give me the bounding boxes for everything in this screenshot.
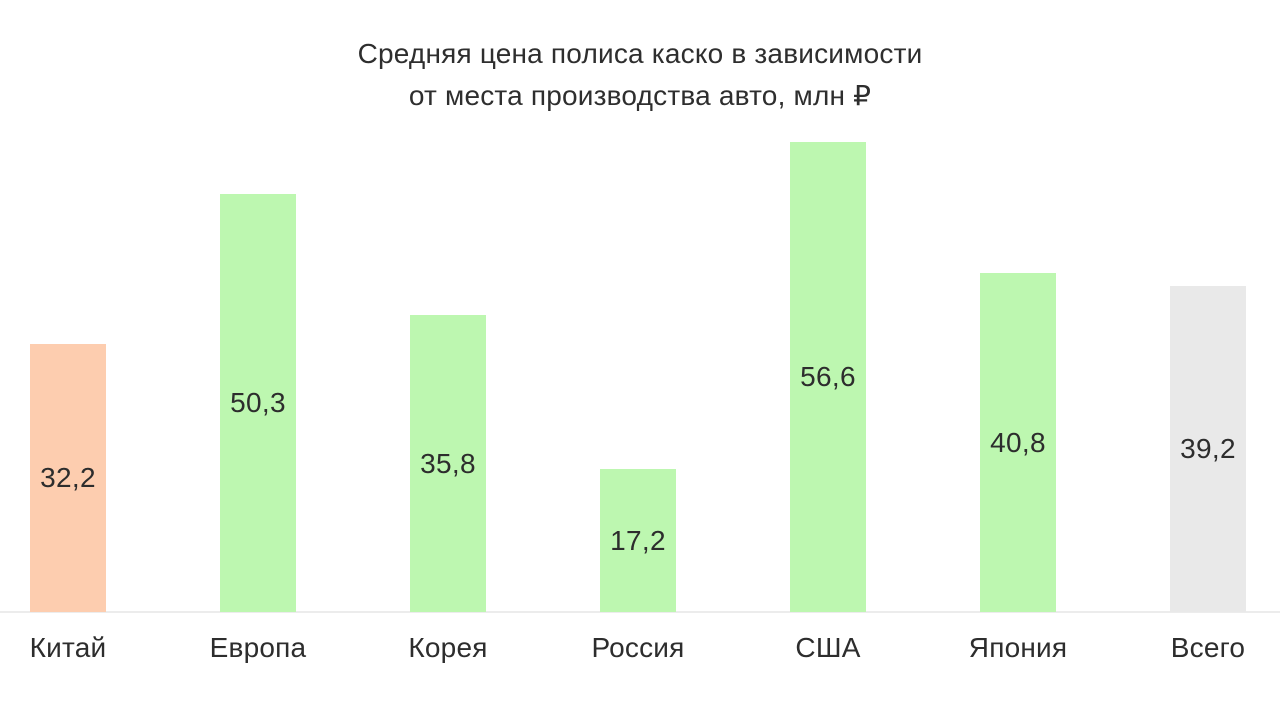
bar-europe: 50,3 [220, 194, 296, 612]
bar-value-label-total: 39,2 [1180, 433, 1236, 464]
x-axis-label-europe: Европа [209, 632, 307, 663]
chart-title-line-1: Средняя цена полиса каско в зависимости [357, 38, 923, 69]
bar-value-label-usa: 56,6 [800, 361, 856, 392]
bar-korea: 35,8 [410, 315, 486, 612]
x-axis-label-usa: США [795, 632, 861, 663]
bar-value-label-europe: 50,3 [230, 387, 286, 418]
chart-title-line-2: от места производства авто, млн ₽ [408, 80, 872, 111]
x-axis-label-china: Китай [29, 632, 107, 663]
bar-china: 32,2 [30, 344, 106, 612]
bar-usa: 56,6 [790, 142, 866, 612]
x-axis-label-russia: Россия [591, 632, 685, 663]
chart-title: Средняя цена полиса каско в зависимости … [0, 33, 1280, 117]
bar-value-label-korea: 35,8 [420, 447, 476, 479]
x-axis-label-total: Всего [1170, 632, 1246, 663]
bar-value-label-japan: 40,8 [990, 426, 1046, 458]
bar-value-label-china: 32,2 [40, 462, 96, 493]
x-axis-label-korea: Корея [408, 632, 488, 663]
bar-value-label-russia: 17,2 [610, 524, 666, 556]
bar-total: 39,2 [1170, 286, 1246, 612]
x-axis-label-japan: Япония [968, 632, 1068, 663]
x-axis-baseline [0, 611, 1280, 613]
bar-japan: 40,8 [980, 273, 1056, 612]
bar-russia: 17,2 [600, 469, 676, 612]
